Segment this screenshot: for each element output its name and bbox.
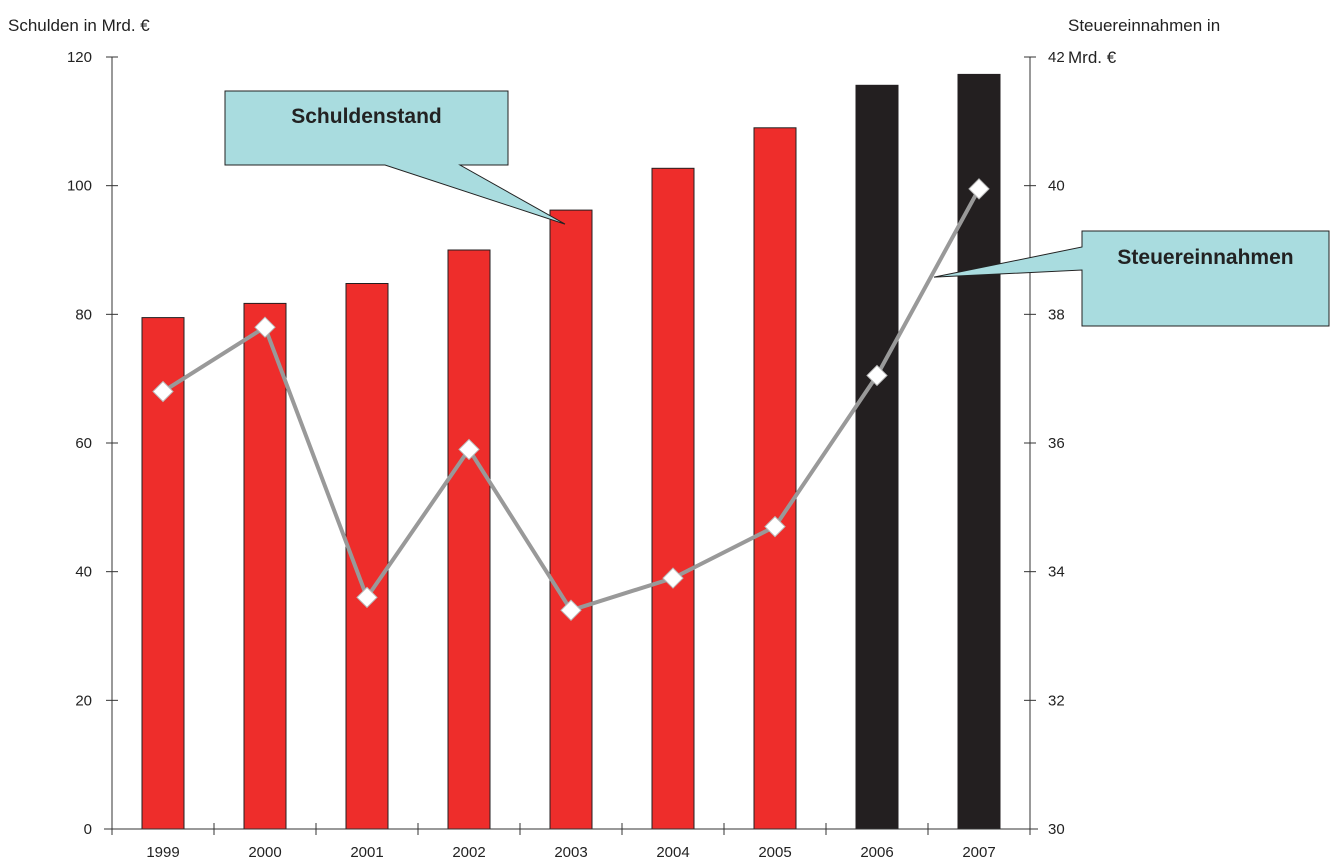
right-tick-label: 34 (1048, 564, 1065, 581)
left-axis-title: Schulden in Mrd. € (8, 16, 150, 35)
steuereinnahmen-marker-2003 (560, 599, 582, 621)
left-tick-label: 60 (75, 435, 92, 452)
bar-2007 (957, 73, 1001, 830)
x-tick-label: 2000 (248, 844, 281, 861)
callout-schuldenstand-box (224, 90, 566, 225)
right-tick-label: 32 (1048, 692, 1065, 709)
x-tick-label: 2004 (656, 844, 689, 861)
steuereinnahmen-marker-2005 (764, 515, 786, 538)
x-tick-label: 2001 (350, 844, 383, 861)
bar-2002 (447, 249, 491, 830)
right-tick-label: 42 (1048, 49, 1065, 66)
callout-schuldenstand-label: Schuldenstand (291, 105, 442, 128)
bar-2006 (855, 84, 899, 830)
x-tick-label: 2007 (962, 844, 995, 861)
callout-steuereinnahmen-box (933, 230, 1330, 327)
callout-steuereinnahmen-label: Steuereinnahmen (1117, 246, 1293, 269)
right-tick-label: 38 (1048, 306, 1065, 323)
right-tick-label: 40 (1048, 178, 1065, 195)
right-tick-label: 30 (1048, 821, 1065, 838)
steuereinnahmen-marker-2002 (458, 438, 480, 461)
axes-layer (104, 56, 1038, 835)
left-tick-label: 0 (84, 821, 92, 838)
right-axis-title-line1: Steuereinnahmen in (1068, 16, 1220, 35)
x-tick-label: 2003 (554, 844, 587, 861)
left-tick-label: 120 (67, 49, 92, 66)
labels-layer: 0 20 40 60 80 100 120 30 32 34 36 38 40 42 1999 2000 200… (8, 16, 1220, 861)
bar-2000 (243, 302, 287, 830)
bars-layer (141, 73, 1001, 830)
steuereinnahmen-marker-2004 (662, 567, 684, 589)
bar-1999 (141, 317, 185, 830)
x-tick-label: 2005 (758, 844, 791, 861)
left-tick-label: 100 (67, 178, 92, 195)
x-tick-label: 2006 (860, 844, 893, 861)
left-tick-label: 40 (75, 564, 92, 581)
steuereinnahmen-marker-2007 (968, 178, 990, 200)
steuereinnahmen-marker-2000 (254, 316, 276, 338)
left-tick-label: 20 (75, 692, 92, 709)
right-tick-label: 36 (1048, 435, 1065, 452)
bar-2003 (549, 209, 593, 830)
callout-layer: Schuldenstand Steuereinnahmen (224, 90, 1330, 327)
steuereinnahmen-marker-2006 (866, 364, 888, 387)
right-axis-title-line2: Mrd. € (1068, 48, 1117, 67)
x-tick-label: 1999 (146, 844, 179, 861)
steuereinnahmen-marker-1999 (152, 380, 174, 403)
x-tick-label: 2002 (452, 844, 485, 861)
steuereinnahmen-marker-2001 (356, 586, 378, 609)
line-layer (152, 178, 990, 621)
bar-2005 (753, 127, 797, 830)
left-tick-label: 80 (75, 306, 92, 323)
bar-2004 (651, 167, 695, 830)
